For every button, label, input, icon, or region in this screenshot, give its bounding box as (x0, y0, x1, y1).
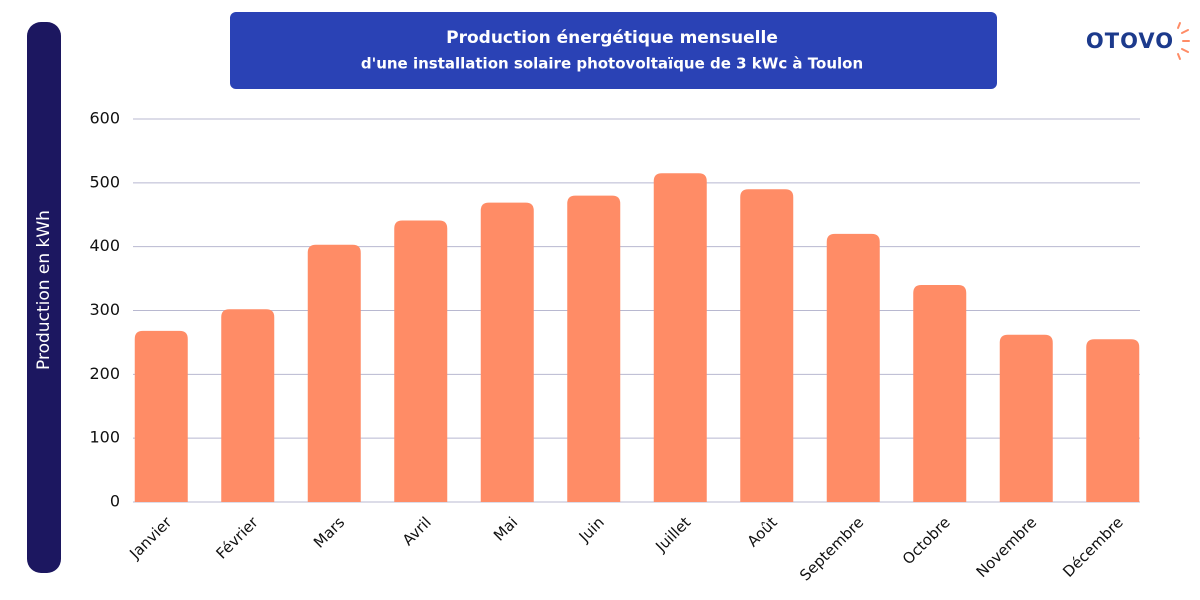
y-tick-label: 500 (89, 172, 120, 191)
x-tick-label: Septembre (796, 513, 867, 584)
chart-title: Production énergétique mensuelle (446, 28, 778, 48)
x-tick-label: Février (213, 513, 263, 563)
bar (567, 195, 621, 502)
bar (653, 173, 707, 502)
x-tick-label: Juillet (651, 513, 694, 556)
bar (307, 244, 361, 503)
x-tick-label: Janvier (125, 513, 175, 563)
bar (999, 334, 1053, 502)
x-tick-label: Octobre (899, 513, 954, 568)
bar (740, 189, 794, 502)
bar (480, 202, 534, 502)
x-tick-label: Novembre (973, 513, 1041, 581)
x-tick-label: Décembre (1059, 513, 1127, 581)
title-box (230, 12, 997, 89)
y-tick-label: 400 (89, 236, 120, 255)
bar (826, 233, 880, 502)
bar (134, 330, 188, 502)
bar (221, 309, 275, 502)
x-tick-label: Mai (490, 513, 521, 544)
y-label-panel (27, 22, 61, 573)
bar (394, 220, 448, 502)
bar (1086, 339, 1140, 502)
y-tick-label: 0 (110, 492, 120, 511)
x-tick-label: Août (744, 513, 781, 550)
y-axis-label: Production en kWh (34, 210, 54, 370)
x-tick-label: Mars (310, 513, 348, 551)
logo: OTOVO (1086, 29, 1174, 53)
chart-subtitle: d'une installation solaire photovoltaïqu… (361, 55, 863, 73)
y-tick-label: 200 (89, 364, 120, 383)
logo-sun (1177, 22, 1190, 60)
x-tick-label: Avril (399, 513, 435, 549)
y-tick-label: 100 (89, 428, 120, 447)
x-tick-label: Juin (575, 513, 608, 546)
bar (913, 284, 967, 502)
y-tick-label: 300 (89, 300, 120, 319)
y-tick-label: 600 (89, 109, 120, 128)
